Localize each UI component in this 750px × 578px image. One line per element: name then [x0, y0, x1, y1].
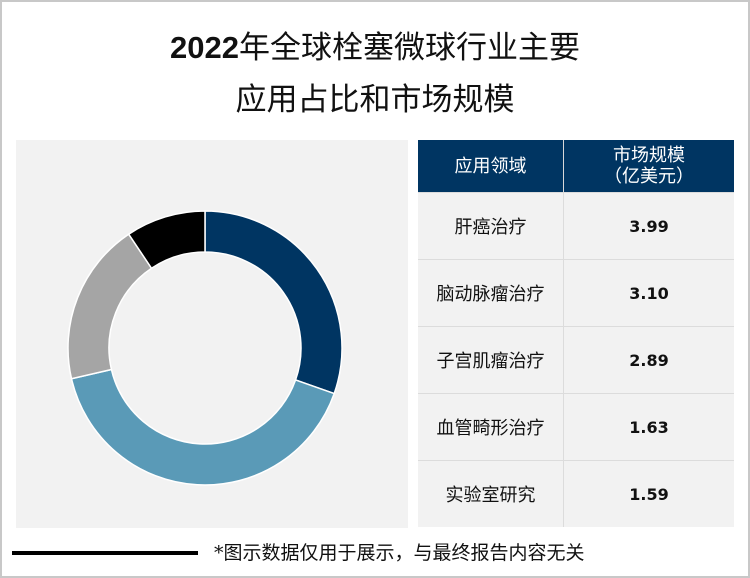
row-value: 2.89 [563, 326, 734, 394]
header-market-size-label: 市场规模 [613, 145, 685, 166]
table-row: 实验室研究 1.59 [418, 460, 734, 527]
row-value: 3.99 [563, 192, 734, 260]
row-label: 血管畸形治疗 [418, 393, 564, 461]
title-line-2: 应用占比和市场规模 [235, 82, 515, 118]
footer-divider [12, 551, 198, 555]
donut-segment [204, 210, 343, 395]
table-row: 子宫肌瘤治疗 2.89 [418, 326, 734, 394]
row-label: 脑动脉瘤治疗 [418, 259, 564, 327]
row-label: 实验室研究 [418, 460, 564, 527]
row-value: 1.59 [563, 460, 734, 527]
header-market-size: 市场规模 （亿美元） [563, 140, 734, 193]
table-row: 肝癌治疗 3.99 [418, 192, 734, 260]
table-row: 血管畸形治疗 1.63 [418, 393, 734, 461]
page-title: 2022年全球栓塞微球行业主要 应用占比和市场规模 [0, 22, 750, 126]
table-row: 脑动脉瘤治疗 3.10 [418, 259, 734, 327]
table-header-row: 应用领域 市场规模 （亿美元） [418, 140, 734, 193]
donut-segment [127, 210, 206, 270]
donut-segment [70, 368, 336, 486]
header-market-size-unit: （亿美元） [604, 166, 694, 187]
row-label: 肝癌治疗 [418, 192, 564, 260]
header-application-field: 应用领域 [418, 140, 564, 193]
donut-chart [67, 210, 343, 486]
row-value: 1.63 [563, 393, 734, 461]
market-size-table: 应用领域 市场规模 （亿美元） 肝癌治疗 3.99 脑动脉瘤治疗 3.10 子宫肌瘤治… [418, 140, 734, 527]
title-line-1: 2022年全球栓塞微球行业主要 [0, 22, 750, 74]
donut-segment [67, 233, 153, 380]
row-label: 子宫肌瘤治疗 [418, 326, 564, 394]
title-year: 2022 [170, 30, 239, 65]
row-value: 3.10 [563, 259, 734, 327]
footer-disclaimer: *图示数据仅用于展示，与最终报告内容无关 [214, 542, 585, 564]
title-line-1-text: 年全球栓塞微球行业主要 [238, 30, 580, 66]
donut-chart-panel [16, 140, 408, 528]
